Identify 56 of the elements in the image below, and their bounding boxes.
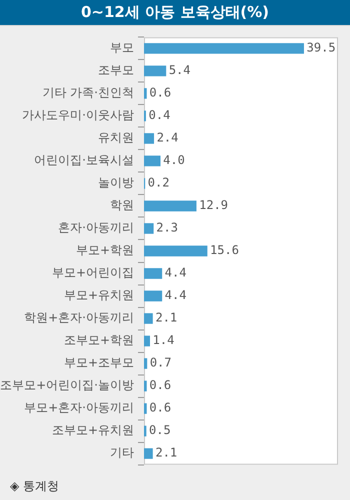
y-tick-label: 조부모+학원 [64,333,134,348]
data-label: 0.6 [149,378,172,392]
y-tick-label: 기타 [110,446,134,460]
data-label: 0.7 [150,356,172,370]
data-label: 2.3 [156,220,178,235]
data-label: 4.4 [164,288,186,302]
data-label: 2.1 [155,446,178,460]
y-tick-label: 부모+유치원 [64,288,134,302]
text: ◈ 통계청 [10,478,60,495]
y-tick-label: 어린이집·보육시설 [34,153,134,168]
data-label: 0.4 [148,108,170,122]
data-label: 5.4 [168,63,191,78]
y-tick-label: 기타 가족·친인척 [42,86,134,100]
bar [144,290,162,302]
y-tick-label: 유치원 [98,130,134,145]
data-label: 0.6 [149,86,172,100]
data-label: 0.6 [149,400,172,415]
data-label: 2.1 [155,310,178,325]
data-label: 1.4 [152,333,174,348]
bar [144,358,148,369]
data-label: 4.4 [164,266,186,280]
y-tick-label: 조부모 [98,63,134,78]
y-tick-label: 조부모+유치원 [52,423,134,438]
bar [144,88,147,99]
y-tick-label: 놀이방 [98,176,134,190]
bar [144,380,147,392]
bar [144,246,208,256]
data-label: 0.2 [148,176,170,190]
y-tick-label: 조부모+어린이집·놀이방 [0,378,134,392]
data-label: 4.0 [163,153,185,168]
bar [144,223,154,234]
data-label: 2.4 [156,130,178,145]
y-tick-label: 부모 [110,40,134,55]
data-label: 15.6 [210,243,239,258]
y-tick-label: 혼자·아동끼리 [58,220,134,235]
bar [144,448,153,459]
bar [144,43,304,54]
y-tick-label: 가사도우미·이웃사람 [22,108,134,122]
y-tick-label: 부모+학원 [76,243,134,258]
bar [144,313,153,324]
data-label: 0.5 [149,423,171,438]
bar [144,403,147,414]
y-tick-label: 부모+혼자·아동끼리 [24,400,134,415]
bar [144,133,154,144]
bar [144,66,166,76]
chart-title: 0~12세 아동 보육상태(%) [0,0,350,26]
y-tick-label: 부모+어린이집 [52,266,134,280]
bar [144,156,160,166]
y-tick-label: 학원+혼자·아동끼리 [24,310,134,325]
y-tick-label: 학원 [110,198,134,212]
bar [144,336,150,346]
bar [144,200,196,212]
bar [144,268,162,279]
y-tick-label: 부모+조부모 [64,356,134,370]
data-label: 39.5 [306,40,336,55]
data-label: 12.9 [199,198,228,212]
